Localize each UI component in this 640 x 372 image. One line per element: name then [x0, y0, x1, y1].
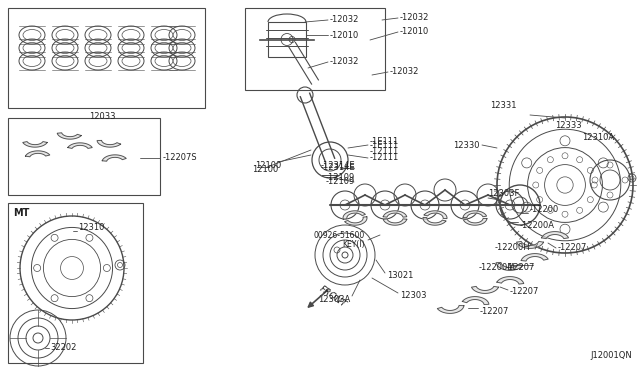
Text: 12303: 12303 [400, 291, 426, 299]
Polygon shape [541, 232, 568, 238]
Text: 12100: 12100 [255, 160, 281, 170]
Text: J12001QN: J12001QN [590, 351, 632, 360]
Text: -12010: -12010 [400, 28, 429, 36]
Text: -12207S: -12207S [163, 154, 198, 163]
Polygon shape [23, 142, 47, 147]
Text: -12032: -12032 [390, 67, 419, 77]
Text: -12111: -12111 [370, 154, 399, 163]
Text: KEY(I): KEY(I) [342, 241, 365, 250]
Polygon shape [344, 217, 367, 225]
Polygon shape [343, 211, 365, 219]
Text: 12303A: 12303A [317, 295, 350, 305]
Text: -12200H: -12200H [494, 244, 530, 253]
Text: 12331: 12331 [490, 100, 516, 109]
Polygon shape [26, 151, 50, 157]
Polygon shape [463, 211, 486, 218]
Text: -1E111: -1E111 [370, 141, 399, 150]
Polygon shape [437, 305, 464, 313]
Polygon shape [102, 155, 126, 161]
Bar [8, 118, 160, 195]
Bar [8, 8, 205, 108]
Text: -12200M: -12200M [479, 263, 515, 273]
Polygon shape [521, 254, 548, 261]
Text: 12333: 12333 [555, 121, 582, 129]
Text: 12100: 12100 [252, 166, 278, 174]
Bar [268, 22, 306, 57]
Text: MT: MT [13, 208, 29, 218]
Text: -12032: -12032 [400, 13, 429, 22]
Text: -12032: -12032 [330, 16, 360, 25]
Polygon shape [383, 219, 407, 225]
Text: -12314E: -12314E [321, 164, 355, 173]
Text: FRONT: FRONT [318, 285, 348, 310]
Polygon shape [496, 263, 523, 270]
Text: 32202: 32202 [50, 343, 76, 353]
Polygon shape [462, 296, 489, 305]
Bar [245, 8, 385, 90]
Text: -1E111: -1E111 [370, 138, 399, 147]
Polygon shape [424, 211, 447, 219]
Polygon shape [463, 218, 487, 225]
Polygon shape [472, 286, 499, 294]
Polygon shape [383, 211, 407, 217]
Text: -12109: -12109 [326, 173, 355, 183]
Bar [8, 203, 143, 363]
Polygon shape [68, 143, 92, 148]
Text: -12111: -12111 [370, 148, 399, 157]
Text: -12032: -12032 [330, 58, 360, 67]
Text: 12330: 12330 [454, 141, 480, 150]
Text: 13021: 13021 [387, 270, 413, 279]
Text: 12310A: 12310A [582, 134, 614, 142]
Text: -12207: -12207 [510, 288, 540, 296]
Text: 12033: 12033 [89, 112, 115, 121]
Text: -12207: -12207 [506, 263, 535, 273]
Text: 12310: 12310 [78, 224, 104, 232]
Text: -12200A: -12200A [520, 221, 555, 230]
Text: 00926-51600: 00926-51600 [314, 231, 365, 240]
Polygon shape [497, 277, 524, 284]
Text: -12207: -12207 [480, 308, 509, 317]
Text: -12207: -12207 [558, 244, 588, 253]
Text: -12010: -12010 [330, 31, 359, 39]
Text: 12303F: 12303F [488, 189, 520, 198]
Polygon shape [97, 140, 121, 147]
Text: -12200: -12200 [530, 205, 559, 215]
Polygon shape [516, 241, 543, 248]
Text: -12109: -12109 [326, 177, 355, 186]
Text: -12314E: -12314E [321, 160, 355, 170]
Polygon shape [423, 217, 446, 225]
Polygon shape [57, 133, 81, 139]
